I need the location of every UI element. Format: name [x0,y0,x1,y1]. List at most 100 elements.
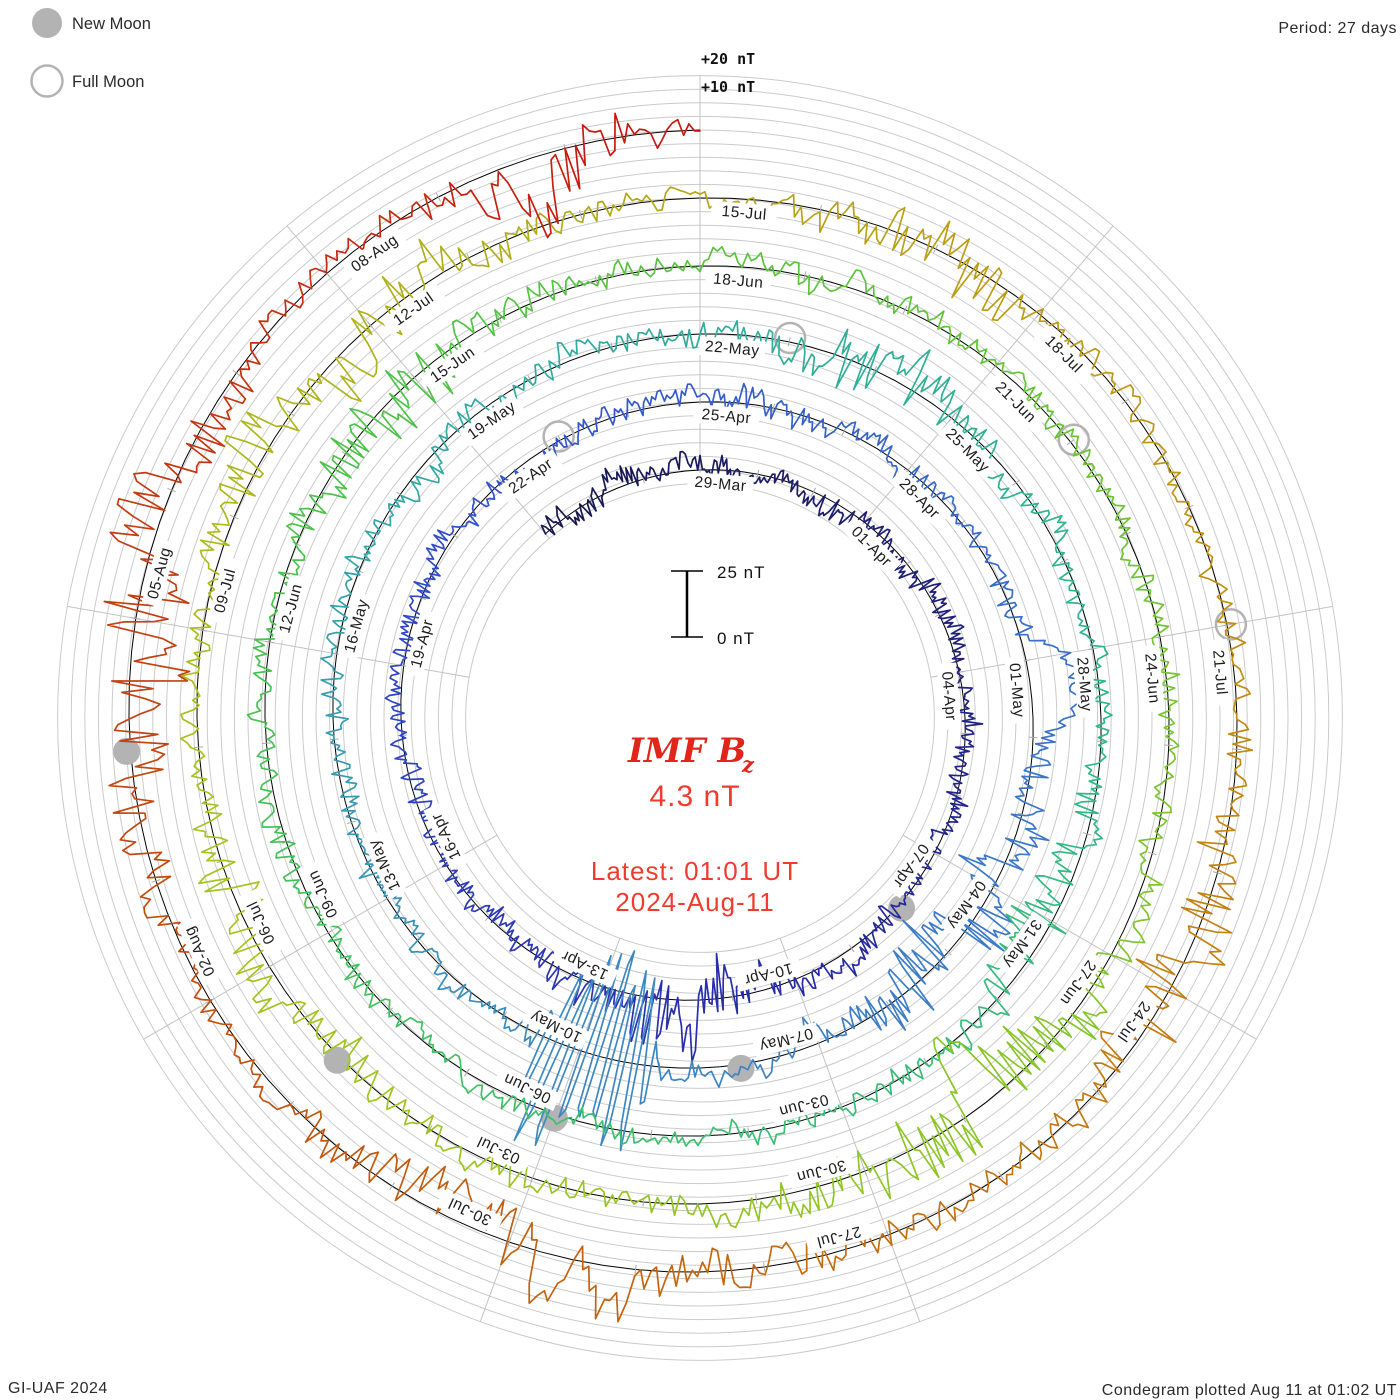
bz-trace-segment [540,499,597,536]
date-label-text: 18-Jul [1041,333,1085,377]
center-readout: IMF B z 4.3 nT Latest: 01:01 UT 2024-Aug… [591,731,798,917]
bz-trace-segment [754,469,810,507]
day-tick [885,1001,892,1010]
bz-trace-segment [327,926,391,1009]
day-tick [167,487,176,493]
bz-trace-segment [942,220,1044,322]
bz-trace-segment [500,1221,636,1323]
radial-spoke [143,834,498,1040]
bz-trace-segment [702,382,779,420]
day-tick [755,1194,758,1204]
imf-title: IMF B [627,731,746,771]
bz-trace-segment [921,877,1015,952]
bz-trace-segment [1088,649,1113,746]
day-tick [994,995,1002,1003]
day-tick [1059,558,1069,564]
bz-trace-segment [1129,394,1191,508]
day-tick [292,541,301,547]
day-tick [507,1237,512,1247]
bz-trace-segment [326,565,361,651]
bz-trace-segment [320,648,350,737]
bz-trace-segment [384,661,408,734]
bz-trace-segment [850,421,906,483]
day-tick [588,496,594,506]
bz-trace-segment [1032,951,1110,1052]
bz-trace-segment [1138,745,1180,853]
day-tick [496,314,502,323]
bz-trace-segment [932,1025,1054,1148]
day-tick [848,944,855,953]
day-tick [960,1114,967,1123]
day-tick [261,742,271,744]
radial-spoke [930,605,1333,678]
radial-spoke [902,834,1257,1040]
bz-trace-segment [441,147,571,239]
day-tick [346,820,356,825]
bz-trace-segment [256,742,288,844]
bz-trace-segment [344,494,416,568]
bz-trace-segment [245,974,363,1055]
day-tick [594,276,598,286]
date-label-text: 13-Apr [559,947,611,983]
day-tick [934,612,944,618]
day-tick [1012,479,1021,486]
day-tick [1096,740,1106,743]
new-moon-marker [113,737,141,765]
date-label-text: 24-Jun [1141,653,1162,705]
new-moon-marker [888,894,916,922]
bz-trace-segment [487,906,547,961]
date-label-text: 04-Apr [938,671,959,722]
bz-trace-segment [1196,749,1254,879]
day-tick [367,321,374,330]
day-tick [1212,871,1222,875]
day-tick [1088,647,1098,650]
current-value: 4.3 nT [649,780,740,813]
date-label: 24-Jun [1140,644,1165,713]
date-label-text: 04-May [944,877,989,932]
day-tick [1165,986,1175,993]
scalebar-top-label: 25 nT [717,563,765,582]
day-tick [902,305,908,314]
day-tick [1232,748,1242,750]
day-tick [324,929,333,936]
bz-trace-segment [1038,308,1135,397]
date-label: 01-Apr [841,516,902,577]
date-label: 01-May [1004,656,1030,725]
bz-trace-segment [534,338,617,384]
bz-trace-segment [494,275,599,320]
bz-trace-segment [626,383,704,417]
date-label: 31-May [995,911,1050,977]
date-label-text: 25-Apr [701,406,752,427]
day-tick [151,879,161,883]
date-label: 16-May [338,591,374,661]
day-tick [530,1173,535,1183]
date-label-text: 15-Jun [427,344,478,387]
full-moon-marker [542,420,575,453]
day-tick [232,369,241,377]
bz-trace-segment [549,1106,648,1145]
date-label-text: 08-Aug [348,231,401,275]
imf-title-subscript: z [741,752,755,777]
bz-trace-segment [460,1073,552,1120]
day-tick [466,253,472,263]
new-moon-marker [323,1046,351,1074]
date-label-text: 22-Apr [506,455,556,497]
date-label-text: 22-May [704,338,760,360]
bz-trace-segment [1108,850,1163,963]
bz-trace-segment [906,295,998,366]
day-tick [1122,531,1131,537]
baseline-spiral [128,129,1238,1273]
bz-trace-segment [108,749,172,879]
bz-trace-segment [180,627,211,749]
day-tick [872,366,878,375]
day-tick [229,514,239,520]
date-label-text: 21-Jul [1209,649,1230,696]
bz-trace-segment [659,952,729,1063]
day-tick [389,1182,396,1191]
date-label: 25-Apr [692,403,761,429]
date-label: 25-May [937,420,998,481]
day-tick [952,793,962,797]
day-tick [1048,918,1057,925]
date-label-text: 28-May [1073,656,1095,712]
bz-trace-segment [564,112,701,190]
